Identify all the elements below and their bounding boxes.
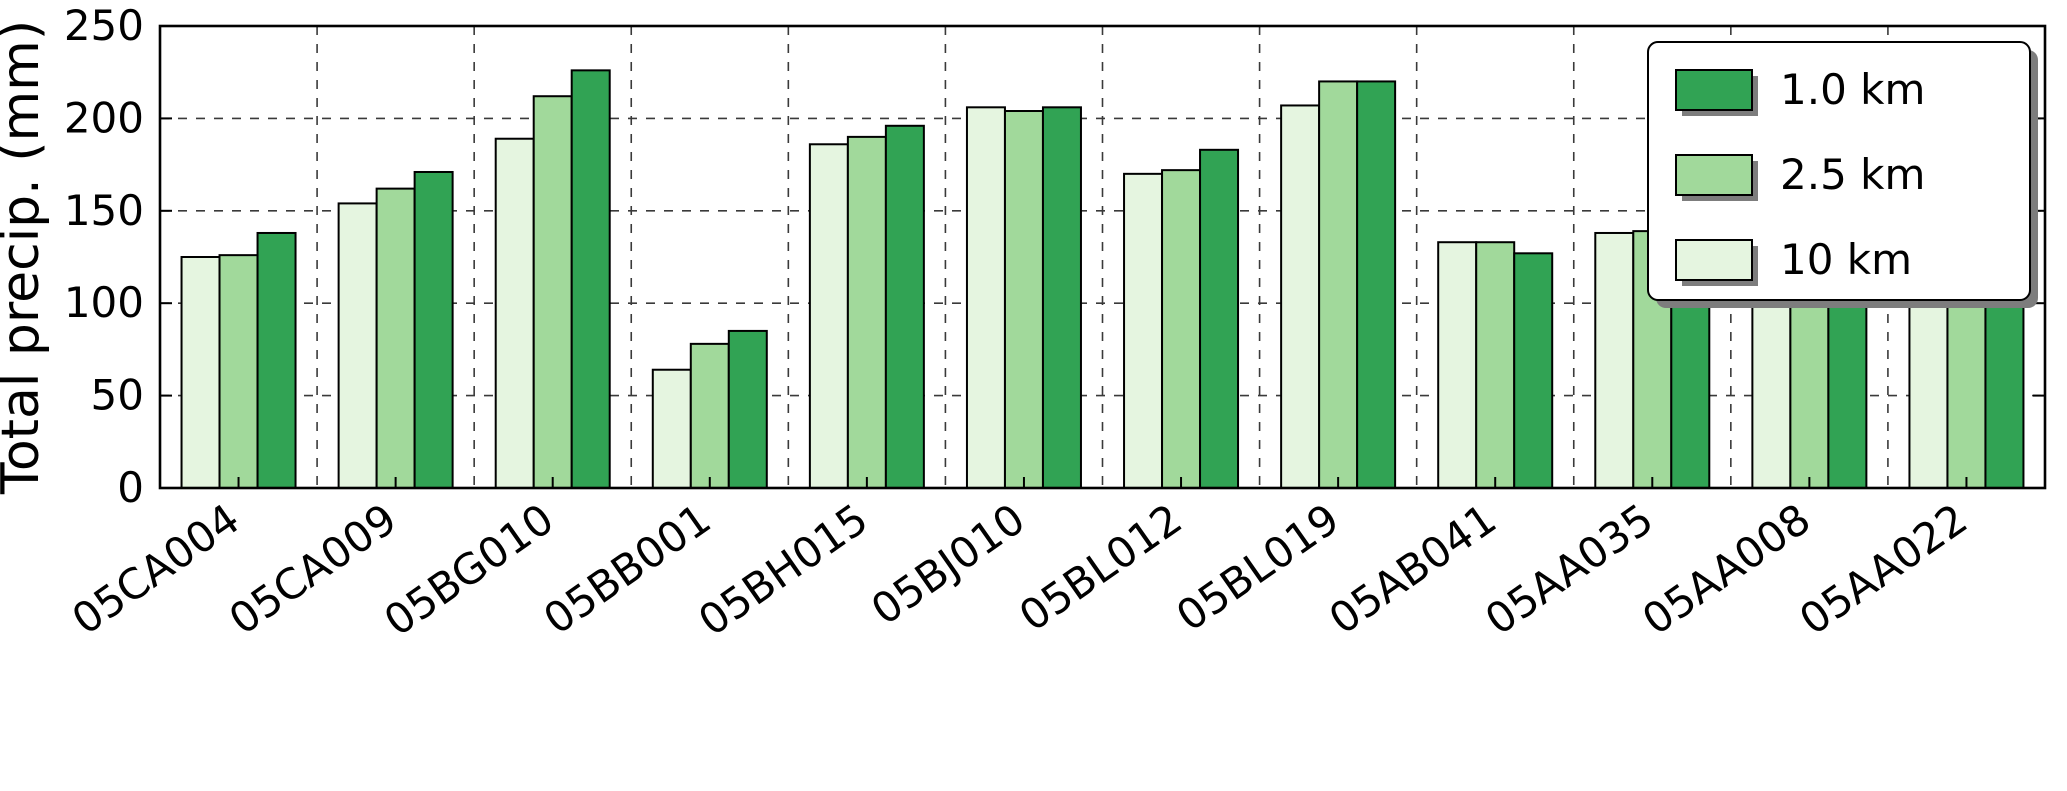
bar-05AA022-25km: [1946, 278, 1987, 489]
bar-05BH015-10km: [808, 143, 849, 489]
x-tick-label: 05BJ010: [862, 494, 1033, 634]
x-tick-label: 05AA035: [1476, 494, 1662, 644]
y-tick-label: 200: [64, 93, 144, 142]
y-tick-label: 100: [64, 278, 144, 327]
x-tick-label: 05BL019: [1168, 494, 1348, 641]
legend-swatch-25km: [1675, 154, 1753, 196]
bar-05BG010-25km: [532, 95, 573, 489]
bar-05BL012-10km: [1123, 172, 1164, 489]
bar-05BL019-10km: [1356, 80, 1397, 489]
bar-05CA009-25km: [375, 187, 416, 489]
legend-label: 1.0 km: [1780, 65, 1925, 114]
x-tick-label: 05BB001: [535, 494, 720, 644]
x-tick-label: 05BG010: [375, 494, 562, 646]
x-tick-label: 05CA009: [220, 494, 405, 644]
bar-05BB001-25km: [689, 342, 730, 489]
y-tick-label: 150: [64, 186, 144, 235]
legend-swatch-10km: [1675, 69, 1753, 111]
bar-05BL019-10km: [1280, 104, 1321, 490]
bar-05CA009-10km: [337, 202, 378, 490]
bar-05CA004-10km: [256, 231, 297, 489]
bar-05CA004-10km: [180, 256, 221, 489]
bar-05AA035-10km: [1594, 231, 1635, 489]
bar-05AB041-10km: [1513, 252, 1554, 489]
x-tick-label: 05AA008: [1634, 494, 1820, 644]
y-axis-label: Total precip. (mm): [0, 20, 51, 495]
legend-label: 10 km: [1780, 235, 1912, 284]
legend-swatch-10km: [1675, 239, 1753, 281]
y-tick-label: 50: [91, 371, 144, 420]
bar-05BG010-10km: [494, 137, 535, 489]
bar-05AA008-10km: [1827, 283, 1868, 489]
x-tick-label: 05CA004: [63, 494, 248, 644]
x-tick-label: 05AB041: [1320, 494, 1505, 644]
bar-05CA009-10km: [413, 170, 454, 489]
bar-05BG010-10km: [570, 69, 611, 490]
bar-05AB041-10km: [1437, 241, 1478, 489]
bar-05BJ010-10km: [965, 106, 1006, 489]
bar-05BB001-10km: [651, 368, 692, 489]
bar-05BL019-25km: [1318, 80, 1359, 489]
y-tick-label: 0: [117, 463, 144, 512]
bar-05AA008-25km: [1789, 287, 1830, 489]
bar-05AA008-10km: [1751, 276, 1792, 489]
bar-05BH015-25km: [846, 135, 887, 489]
bar-05BB001-10km: [727, 329, 768, 490]
x-tick-label: 05BL012: [1010, 494, 1190, 641]
bar-05BL012-25km: [1161, 169, 1202, 489]
plot-frame: [158, 24, 2047, 490]
bar-05BH015-10km: [884, 124, 925, 490]
x-tick-label: 05BH015: [690, 494, 877, 645]
bar-05BJ010-25km: [1003, 110, 1044, 490]
x-tick-label: 05AA022: [1791, 494, 1977, 644]
bar-05CA004-25km: [218, 254, 259, 489]
y-tick-label: 250: [64, 1, 144, 50]
bar-05BJ010-10km: [1041, 106, 1082, 489]
legend-label: 2.5 km: [1780, 150, 1925, 199]
bar-05BL012-10km: [1199, 148, 1240, 489]
bar-05AB041-25km: [1475, 241, 1516, 489]
